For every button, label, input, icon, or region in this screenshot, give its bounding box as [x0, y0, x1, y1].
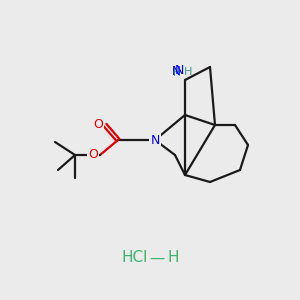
- Text: —: —: [149, 250, 165, 266]
- Text: N: N: [172, 65, 181, 78]
- Text: N: N: [175, 64, 184, 77]
- Text: N: N: [150, 134, 160, 146]
- Text: H: H: [173, 68, 181, 78]
- Text: H: H: [167, 250, 179, 266]
- Text: HCl: HCl: [122, 250, 148, 266]
- Text: O: O: [88, 148, 98, 161]
- Text: O: O: [93, 118, 103, 130]
- Text: H: H: [184, 67, 192, 77]
